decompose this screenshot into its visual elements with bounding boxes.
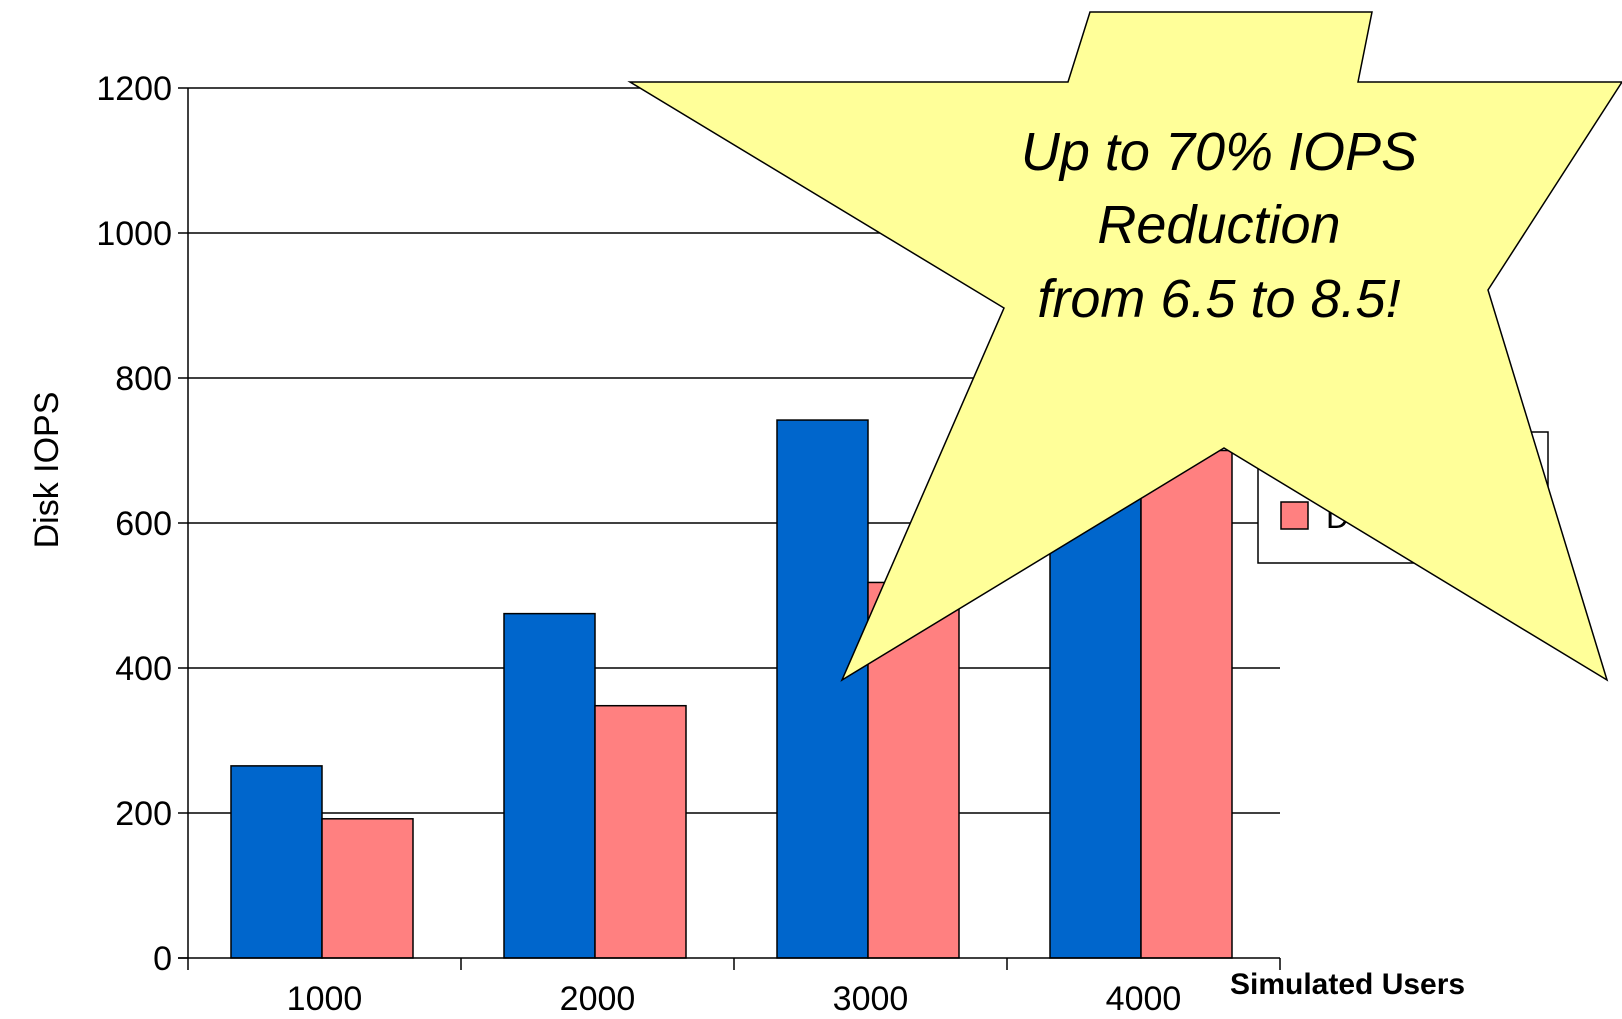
star-text-line-1: Up to 70% IOPS xyxy=(1021,122,1417,182)
bar-series-2-4000 xyxy=(1140,449,1233,959)
y-tick-label: 200 xyxy=(115,795,172,833)
y-tick-label: 800 xyxy=(115,360,172,398)
x-tick-label: 4000 xyxy=(1106,980,1182,1018)
legend-swatch-series-2 xyxy=(1280,501,1309,530)
y-tick-label: 1200 xyxy=(96,70,172,108)
y-axis-title: Disk IOPS xyxy=(28,392,66,549)
bar-series-1-4000 xyxy=(1049,478,1142,959)
y-tick-labels: 0 200 400 600 800 1000 1200 xyxy=(96,70,172,978)
star-text-line-3: from 6.5 to 8.5! xyxy=(1037,269,1400,329)
bar-series-1-3000 xyxy=(776,419,869,959)
y-tick-label: 0 xyxy=(153,940,172,978)
bar-series-2-1000 xyxy=(321,818,414,959)
bar-series-1-2000 xyxy=(503,612,596,959)
star-text-line-2: Reduction xyxy=(1097,195,1340,255)
x-tick-label: 3000 xyxy=(833,980,909,1018)
y-tick-label: 1000 xyxy=(96,215,172,253)
bars xyxy=(230,419,1233,959)
star-callout: Up to 70% IOPS Reduction from 6.5 to 8.5… xyxy=(627,11,1622,682)
bar-series-2-2000 xyxy=(594,704,687,959)
y-tick-label: 600 xyxy=(115,505,172,543)
x-axis-title: Simulated Users xyxy=(1230,968,1465,1001)
axes xyxy=(178,87,1281,970)
y-tick-label: 400 xyxy=(115,650,172,688)
star-shape xyxy=(627,11,1622,682)
x-tick-labels: 1000 2000 3000 4000 xyxy=(287,980,1182,1018)
x-tick-label: 1000 xyxy=(287,980,363,1018)
x-tick-label: 2000 xyxy=(560,980,636,1018)
bar-series-1-1000 xyxy=(230,765,323,959)
